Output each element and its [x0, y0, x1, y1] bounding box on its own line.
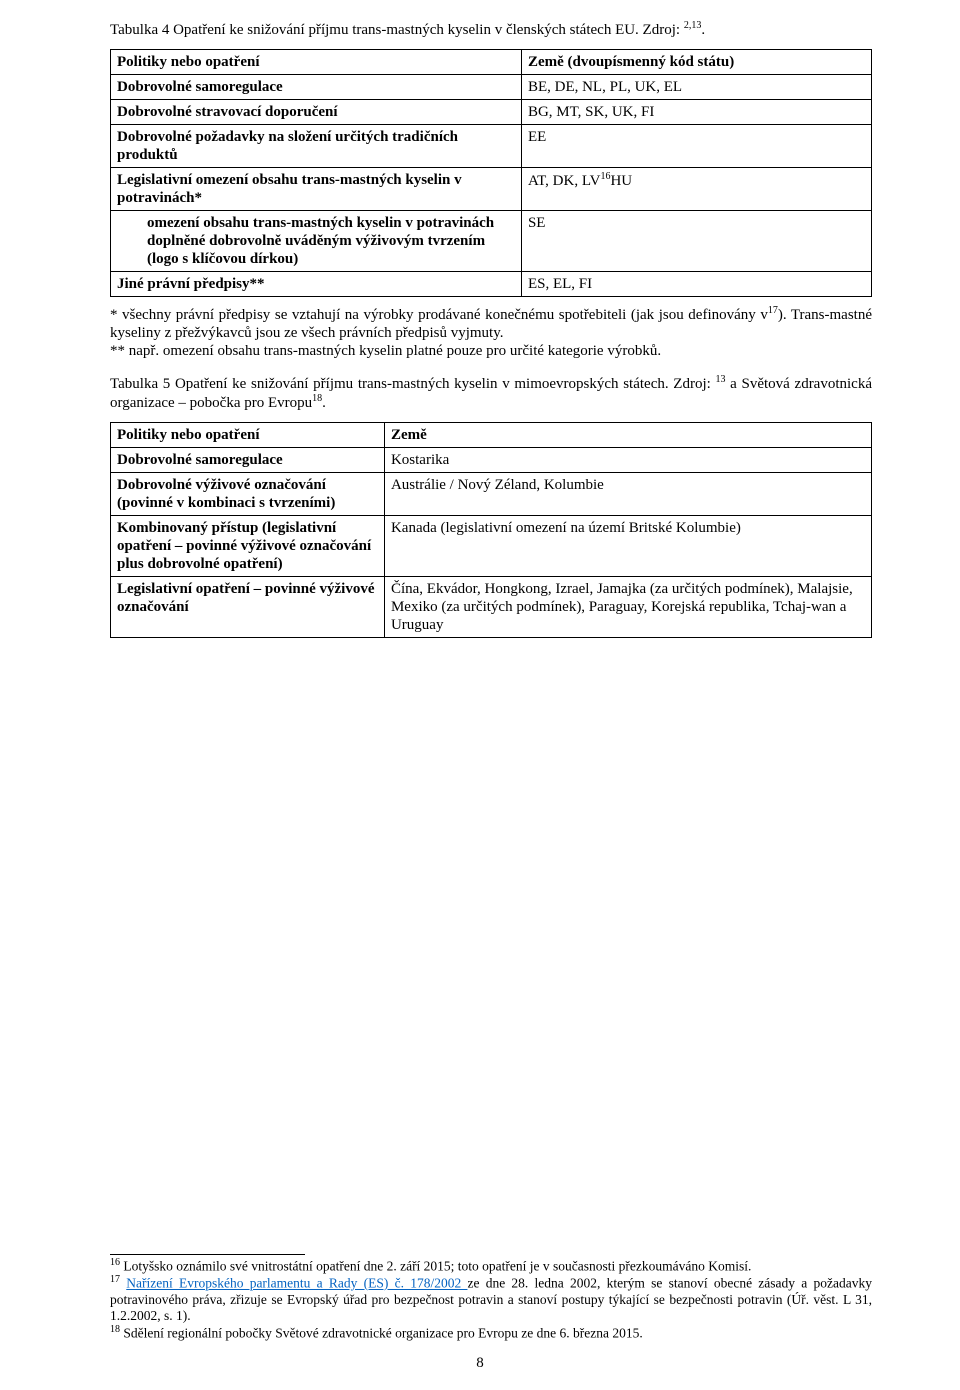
table4-note1: * všechny právní předpisy se vztahují na…: [110, 305, 872, 342]
table5-cell-right: Čína, Ekvádor, Hongkong, Izrael, Jamajka…: [384, 577, 871, 638]
table-row: Jiné právní předpisy** ES, EL, FI: [111, 272, 872, 297]
table5-cell-left: Dobrovolné výživové označování (povinné …: [111, 473, 385, 516]
table5-caption-sup1: 13: [715, 374, 725, 385]
table5-cell-left: Legislativní opatření – povinné výživové…: [111, 577, 385, 638]
table5-caption-pre: Tabulka 5 Opatření ke snižování příjmu t…: [110, 376, 715, 392]
table5-cell-right: Kostarika: [384, 448, 871, 473]
table-row: Legislativní opatření – povinné výživové…: [111, 577, 872, 638]
table4-cell-left: Dobrovolné požadavky na složení určitých…: [111, 125, 522, 168]
table4-notes: * všechny právní předpisy se vztahují na…: [110, 305, 872, 360]
footnotes: 16 Lotyšsko oznámilo své vnitrostátní op…: [110, 1254, 872, 1342]
table4-cell-right: SE: [521, 211, 871, 272]
footnote-rule: [110, 1254, 305, 1255]
table4-header-right: Země (dvoupísmenný kód státu): [521, 50, 871, 75]
table-row: Dobrovolné stravovací doporučení BG, MT,…: [111, 100, 872, 125]
table5-header-left: Politiky nebo opatření: [111, 423, 385, 448]
table4-caption-post: .: [701, 22, 705, 38]
footnote-17-link[interactable]: Nařízení Evropského parlamentu a Rady (E…: [126, 1276, 467, 1291]
table4-caption-pre: Tabulka 4 Opatření ke snižování příjmu t…: [110, 22, 684, 38]
table4-cell-right: EE: [521, 125, 871, 168]
table5-header-right: Země: [384, 423, 871, 448]
table5-caption: Tabulka 5 Opatření ke snižování příjmu t…: [110, 374, 872, 412]
table-row: Dobrovolné požadavky na složení určitých…: [111, 125, 872, 168]
table5-caption-sup2: 18: [312, 393, 322, 404]
table-row: Dobrovolné samoregulace BE, DE, NL, PL, …: [111, 75, 872, 100]
table-row: omezení obsahu trans-mastných kyselin v …: [111, 211, 872, 272]
table4: Politiky nebo opatření Země (dvoupísmenn…: [110, 49, 872, 297]
table4-cell-right-post: HU: [610, 173, 632, 189]
table4-header-left: Politiky nebo opatření: [111, 50, 522, 75]
table-row: Dobrovolné výživové označování (povinné …: [111, 473, 872, 516]
footnote-18-text: Sdělení regionální pobočky Světové zdrav…: [120, 1326, 643, 1341]
footnote-17-sup: 17: [110, 1274, 120, 1285]
footnote-16-text: Lotyšsko oznámilo své vnitrostátní opatř…: [120, 1258, 751, 1273]
table4-cell-right: BE, DE, NL, PL, UK, EL: [521, 75, 871, 100]
table4-cell-right: ES, EL, FI: [521, 272, 871, 297]
table4-cell-left-indent: omezení obsahu trans-mastných kyselin v …: [111, 211, 522, 272]
table4-cell-right: BG, MT, SK, UK, FI: [521, 100, 871, 125]
table5-cell-right: Austrálie / Nový Zéland, Kolumbie: [384, 473, 871, 516]
table4-cell-right-sup: 16: [600, 171, 610, 182]
table4-note1-pre: * všechny právní předpisy se vztahují na…: [110, 307, 768, 323]
table4-note2: ** např. omezení obsahu trans-mastných k…: [110, 342, 872, 360]
table4-cell-left: Jiné právní předpisy**: [111, 272, 522, 297]
page-number: 8: [0, 1354, 960, 1372]
table-row: Legislativní omezení obsahu trans-mastný…: [111, 168, 872, 211]
table5-caption-post: .: [322, 395, 326, 411]
table-row: Dobrovolné samoregulace Kostarika: [111, 448, 872, 473]
footnote-16-sup: 16: [110, 1257, 120, 1268]
table5: Politiky nebo opatření Země Dobrovolné s…: [110, 422, 872, 638]
table4-note1-sup: 17: [768, 305, 778, 316]
footnote-18-sup: 18: [110, 1324, 120, 1335]
table4-cell-left: Legislativní omezení obsahu trans-mastný…: [111, 168, 522, 211]
table4-cell-left: Dobrovolné stravovací doporučení: [111, 100, 522, 125]
table5-cell-right: Kanada (legislativní omezení na území Br…: [384, 516, 871, 577]
table-row: Kombinovaný přístup (legislativní opatře…: [111, 516, 872, 577]
table4-cell-right-pre: AT, DK, LV: [528, 173, 601, 189]
table4-caption-sup: 2,13: [684, 20, 702, 31]
table4-cell-right: AT, DK, LV16HU: [521, 168, 871, 211]
table5-cell-left: Dobrovolné samoregulace: [111, 448, 385, 473]
table4-cell-left: Dobrovolné samoregulace: [111, 75, 522, 100]
footnote-16: 16 Lotyšsko oznámilo své vnitrostátní op…: [110, 1257, 872, 1275]
table5-cell-left: Kombinovaný přístup (legislativní opatře…: [111, 516, 385, 577]
footnote-18: 18 Sdělení regionální pobočky Světové zd…: [110, 1324, 872, 1342]
footnote-17: 17 Nařízení Evropského parlamentu a Rady…: [110, 1274, 872, 1324]
table4-caption: Tabulka 4 Opatření ke snižování příjmu t…: [110, 20, 872, 39]
